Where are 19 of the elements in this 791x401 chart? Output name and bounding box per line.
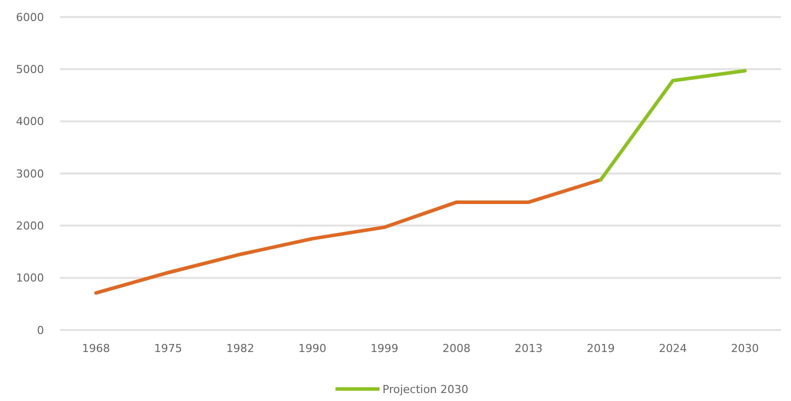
y-tick-label: 5000 — [16, 63, 44, 76]
y-tick-label: 1000 — [16, 272, 44, 285]
y-tick-label: 6000 — [16, 10, 44, 24]
x-tick-label: 2008 — [442, 342, 471, 355]
x-tick-label: 2030 — [730, 342, 759, 355]
y-tick-label: 2000 — [16, 220, 44, 233]
y-tick-label: 4000 — [16, 115, 44, 128]
x-tick-label: 1990 — [298, 342, 326, 355]
x-tick-label: 1999 — [370, 342, 398, 355]
y-tick-label: 0 — [37, 324, 44, 337]
x-tick-label: 1982 — [226, 342, 254, 355]
x-tick-label: 2013 — [514, 342, 543, 355]
line-series — [94, 178, 602, 295]
y-tick-label: 3000 — [16, 167, 44, 180]
x-tick-label: 1968 — [82, 342, 110, 355]
x-tick-label: 2024 — [658, 342, 687, 355]
x-tick-label: 1975 — [154, 342, 182, 355]
x-tick-label: 2019 — [586, 342, 615, 355]
legend-label: Projection 2030 — [382, 382, 468, 396]
